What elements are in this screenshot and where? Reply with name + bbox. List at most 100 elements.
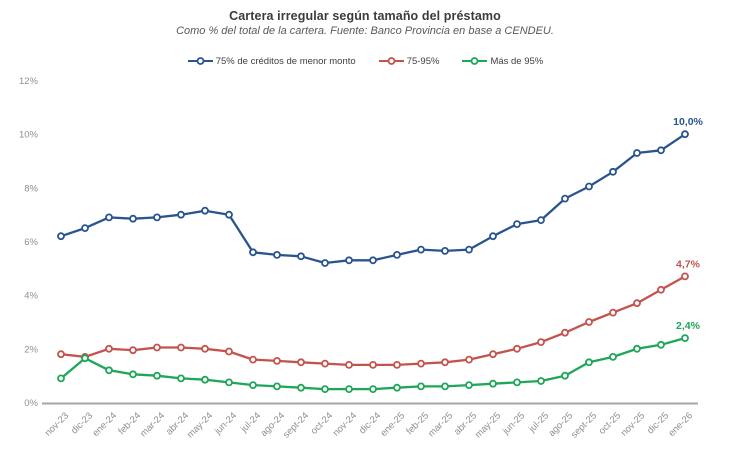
x-axis-tick-label: nov-24 xyxy=(331,410,359,438)
data-point xyxy=(153,343,161,352)
legend-line-marker-icon xyxy=(187,57,213,65)
y-axis-tick-label: 12% xyxy=(19,76,39,87)
x-axis-tick-label: oct-24 xyxy=(309,410,335,436)
data-point xyxy=(657,146,665,155)
data-point xyxy=(657,285,665,294)
data-point xyxy=(105,213,113,222)
data-point xyxy=(57,374,65,383)
data-point xyxy=(345,385,353,394)
data-point xyxy=(177,210,185,219)
legend-item-3: Más de 95% xyxy=(461,56,543,67)
data-point xyxy=(297,383,305,392)
data-point xyxy=(81,354,89,363)
y-axis-tick-label: 4% xyxy=(24,291,38,302)
series-end-value-label: 2,4% xyxy=(676,320,701,332)
data-point xyxy=(249,355,257,364)
data-point xyxy=(129,370,137,379)
y-axis-tick-label: 0% xyxy=(24,398,38,409)
data-point xyxy=(393,383,401,392)
data-point xyxy=(225,347,233,356)
data-point xyxy=(441,382,449,391)
data-point xyxy=(513,378,521,387)
data-point xyxy=(273,250,281,259)
data-point xyxy=(393,360,401,369)
chart-legend: 75% de créditos de menor monto 75-95% Más … xyxy=(0,54,730,68)
data-point xyxy=(153,371,161,380)
legend-label: 75-95% xyxy=(406,55,440,67)
data-point xyxy=(633,299,641,308)
x-axis-tick-label: sept-24 xyxy=(281,410,311,440)
data-point xyxy=(321,359,329,368)
x-axis-tick-label: may-25 xyxy=(473,410,503,440)
data-point xyxy=(489,350,497,359)
x-axis-tick-label: mar-25 xyxy=(426,410,455,439)
y-axis-tick-label: 10% xyxy=(19,130,39,141)
data-point xyxy=(321,385,329,394)
data-point xyxy=(657,340,665,349)
data-point xyxy=(585,182,593,191)
data-point xyxy=(465,355,473,364)
data-point xyxy=(201,344,209,353)
data-point xyxy=(561,328,569,337)
data-point xyxy=(417,359,425,368)
data-point xyxy=(489,379,497,388)
legend-item-1: 75% de créditos de menor monto xyxy=(187,56,356,67)
data-point xyxy=(633,344,641,353)
data-point xyxy=(177,374,185,383)
data-point xyxy=(369,256,377,265)
legend-label: Más de 95% xyxy=(490,55,544,67)
data-point xyxy=(609,308,617,317)
legend-label: 75% de créditos de menor monto xyxy=(215,55,356,67)
data-point xyxy=(345,360,353,369)
x-axis-tick-label: nov-25 xyxy=(619,410,647,438)
data-point xyxy=(57,232,65,241)
y-axis-tick-label: 8% xyxy=(24,183,38,194)
y-axis-tick-label: 2% xyxy=(24,344,38,355)
data-point xyxy=(249,248,257,257)
data-point xyxy=(441,246,449,255)
data-point xyxy=(513,220,521,229)
data-point xyxy=(609,167,617,176)
x-axis-tick-label: nov-23 xyxy=(43,410,71,438)
legend-line-marker-icon xyxy=(462,57,488,65)
data-point xyxy=(465,245,473,254)
data-point xyxy=(345,256,353,265)
data-point xyxy=(681,272,689,281)
x-axis-tick-label: ene-24 xyxy=(90,410,119,439)
data-point xyxy=(273,382,281,391)
data-point xyxy=(201,375,209,384)
data-point xyxy=(105,344,113,353)
series-end-value-label: 4,7% xyxy=(676,258,701,270)
data-point xyxy=(465,381,473,390)
x-axis-tick-label: jun-24 xyxy=(212,410,239,437)
chart-title: Cartera irregular según tamaño del prést… xyxy=(229,9,501,23)
data-point xyxy=(681,334,689,343)
data-point xyxy=(681,130,689,139)
x-axis-tick-label: mar-24 xyxy=(138,410,167,439)
data-point xyxy=(321,259,329,267)
data-point xyxy=(81,224,89,233)
x-axis-tick-label: may-24 xyxy=(185,410,215,440)
data-point xyxy=(537,338,545,347)
data-point xyxy=(297,252,305,261)
data-point xyxy=(177,343,185,352)
data-point xyxy=(393,250,401,259)
line-chart-plot: 0%2%4%6%8%10%12%nov-23dic-23ene-24feb-24… xyxy=(19,76,704,440)
data-point xyxy=(537,216,545,225)
data-point xyxy=(273,356,281,365)
data-point xyxy=(561,194,569,203)
data-point xyxy=(417,245,425,254)
chart-subtitle: Como % del total de la cartera. Fuente: … xyxy=(176,25,554,37)
data-point xyxy=(441,358,449,367)
data-point xyxy=(369,360,377,369)
data-point xyxy=(105,366,113,375)
data-point xyxy=(225,378,233,387)
data-point xyxy=(417,382,425,391)
x-axis-tick-label: sept-25 xyxy=(569,410,599,440)
data-point xyxy=(369,385,377,394)
y-axis-tick-label: 6% xyxy=(24,237,38,248)
data-point xyxy=(201,206,209,215)
data-point xyxy=(585,318,593,326)
data-point xyxy=(633,149,641,157)
data-point xyxy=(561,371,569,380)
